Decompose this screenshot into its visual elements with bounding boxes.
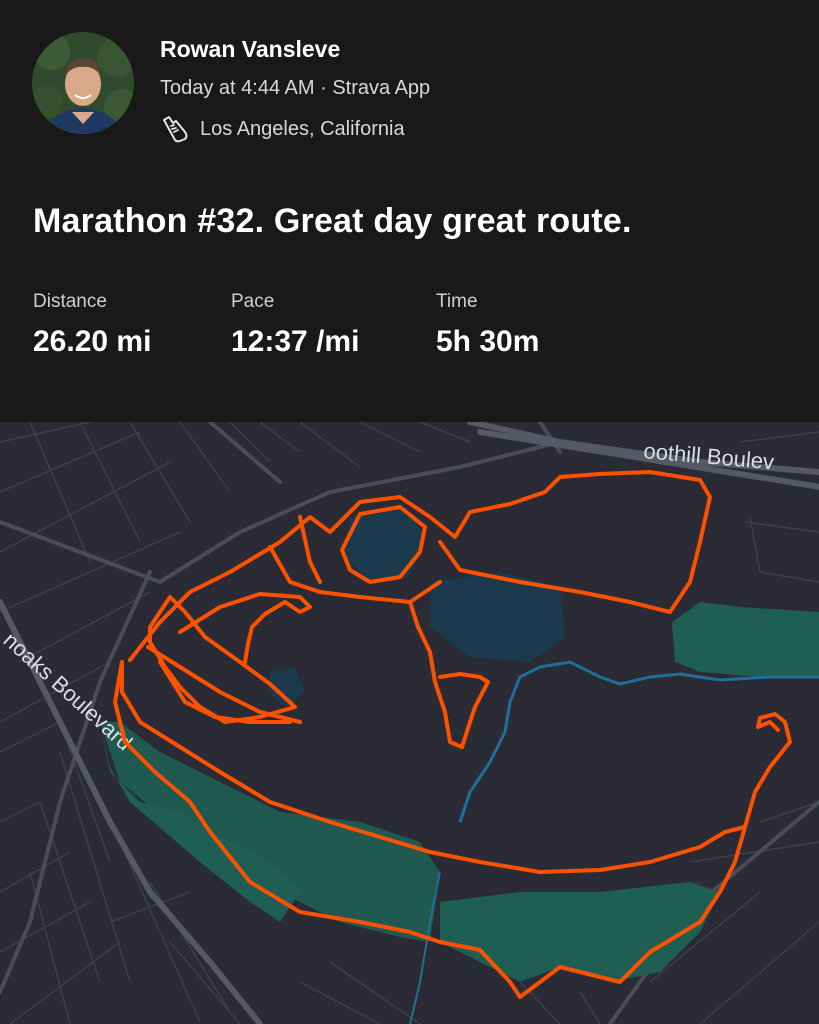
stat-distance: Distance 26.20 mi (33, 291, 151, 359)
route-map-svg: oothill Boulev noaks Boulevard (0, 422, 819, 1024)
activity-location: Los Angeles, California (200, 117, 405, 140)
map-water (268, 507, 565, 707)
map-stream (458, 660, 819, 823)
map-stream-south (409, 871, 441, 1024)
avatar[interactable] (32, 32, 134, 134)
map-blocks (0, 422, 819, 1024)
map-parks (100, 602, 819, 982)
running-shoe-icon (163, 116, 188, 143)
stat-value-pace: 12:37 /mi (231, 325, 360, 358)
activity-meta: Today at 4:44 AM · Strava App (160, 77, 431, 99)
route-path (113, 470, 792, 999)
location-row: Los Angeles, California (160, 114, 405, 144)
activity-title[interactable]: Marathon #32. Great day great route. (33, 202, 632, 240)
athlete-name[interactable]: Rowan Vansleve (160, 36, 341, 62)
stat-label-pace: Pace (231, 291, 275, 312)
stat-label-time: Time (436, 291, 478, 312)
map-highways (0, 422, 819, 1024)
route-map[interactable]: oothill Boulev noaks Boulevard (0, 422, 819, 1024)
stat-pace: Pace 12:37 /mi (231, 291, 359, 359)
stat-label-distance: Distance (33, 291, 107, 312)
stat-value-time: 5h 30m (436, 325, 540, 358)
stat-value-distance: 26.20 mi (33, 325, 152, 358)
stat-time: Time 5h 30m (436, 291, 539, 359)
activity-header: Rowan Vansleve Today at 4:44 AM · Strava… (0, 0, 819, 422)
